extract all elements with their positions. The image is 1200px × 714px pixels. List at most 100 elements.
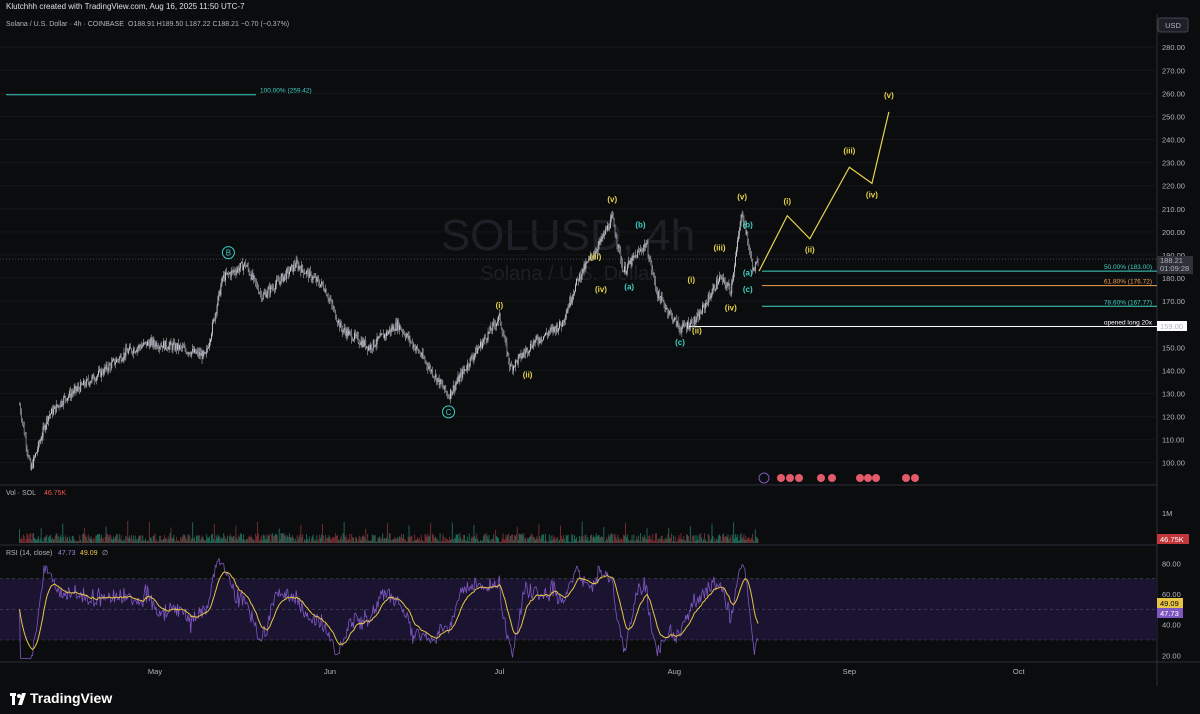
candle <box>242 258 243 271</box>
candle <box>527 347 529 358</box>
volume-bar <box>382 533 384 543</box>
candle <box>75 385 77 396</box>
event-icon[interactable] <box>828 474 836 482</box>
candle <box>277 274 279 282</box>
event-icon[interactable] <box>817 474 825 482</box>
candle <box>445 384 447 393</box>
volume-bar <box>161 540 163 543</box>
volume-bar <box>29 533 31 543</box>
candle <box>666 305 668 310</box>
volume-bar <box>207 537 209 543</box>
volume-bar <box>433 537 435 543</box>
volume-bar <box>90 536 92 543</box>
volume-bar <box>58 540 60 543</box>
event-icon[interactable] <box>786 474 794 482</box>
event-icon[interactable] <box>864 474 872 482</box>
volume-bar <box>235 525 237 543</box>
volume-bar <box>70 540 72 543</box>
candle <box>343 323 345 334</box>
event-icon[interactable] <box>758 472 770 484</box>
volume-bar <box>25 538 27 543</box>
candle <box>642 244 644 256</box>
candle <box>116 358 118 363</box>
chart-area[interactable]: SOLUSD, 4h Solana / U.S. Dollar Solana /… <box>0 14 1200 686</box>
candle <box>311 274 313 284</box>
candle <box>725 281 727 291</box>
event-icon[interactable] <box>795 474 803 482</box>
volume-bar <box>736 537 737 543</box>
volume-bar <box>478 540 480 543</box>
candle <box>462 366 464 381</box>
price-tick-label: 240.00 <box>1162 136 1185 145</box>
volume-bar <box>96 535 98 543</box>
candle <box>482 338 484 347</box>
candle <box>74 383 76 394</box>
candle <box>68 388 70 399</box>
event-icons[interactable] <box>758 472 919 484</box>
candle <box>27 449 29 460</box>
volume-bar <box>305 540 306 543</box>
candle <box>222 275 224 283</box>
rsi-tick-label: 20.00 <box>1162 651 1181 660</box>
candle <box>22 421 24 428</box>
volume-bar <box>20 538 21 543</box>
candle <box>227 271 229 279</box>
candle <box>253 273 255 284</box>
candle <box>533 340 535 346</box>
candle <box>408 331 410 343</box>
candle <box>461 368 463 383</box>
candle <box>606 225 608 231</box>
volume-bar <box>354 536 356 543</box>
candle <box>375 339 377 351</box>
candle <box>117 358 119 364</box>
event-icon[interactable] <box>911 474 919 482</box>
candle <box>58 403 60 411</box>
volume-bar <box>245 539 247 543</box>
volume-bar <box>226 535 228 543</box>
candle <box>89 380 91 388</box>
volume-bar <box>753 541 755 543</box>
candle <box>136 346 138 356</box>
candle <box>428 362 430 370</box>
candle <box>282 272 284 283</box>
volume-bar <box>569 541 571 543</box>
volume-bar <box>608 534 609 543</box>
volume-bar <box>600 537 602 543</box>
event-icon[interactable] <box>777 474 785 482</box>
volume-bar <box>336 535 338 543</box>
candle <box>705 299 707 308</box>
volume-bar <box>293 541 295 543</box>
volume-bar <box>717 539 719 543</box>
candle <box>628 260 630 265</box>
candle <box>720 274 721 280</box>
volume-bar <box>34 538 36 543</box>
volume-bar <box>451 522 453 543</box>
volume-bar <box>728 539 730 543</box>
candle <box>427 362 429 374</box>
long-entry-label: opened long 20x <box>1104 320 1153 327</box>
candle <box>701 310 703 315</box>
candle <box>376 332 378 349</box>
volume-bar <box>754 529 756 543</box>
wave-label: (iv) <box>595 285 607 294</box>
candle <box>516 359 518 366</box>
volume-bar <box>267 535 269 543</box>
volume-bar <box>71 535 73 543</box>
volume-bar <box>487 538 489 543</box>
currency-button[interactable] <box>1157 17 1189 33</box>
event-icon[interactable] <box>902 474 910 482</box>
event-icon[interactable] <box>856 474 864 482</box>
wave-label: (v) <box>607 195 617 204</box>
volume-bar <box>203 539 205 543</box>
candle <box>286 267 288 283</box>
volume-bar <box>752 540 754 543</box>
event-icon[interactable] <box>872 474 880 482</box>
candle <box>52 404 54 416</box>
candle <box>504 334 506 343</box>
candle <box>101 368 103 376</box>
candle <box>140 343 142 351</box>
candle <box>488 331 490 334</box>
volume-bar <box>77 541 79 543</box>
candle <box>269 282 271 298</box>
wave-label: (i) <box>783 197 791 206</box>
